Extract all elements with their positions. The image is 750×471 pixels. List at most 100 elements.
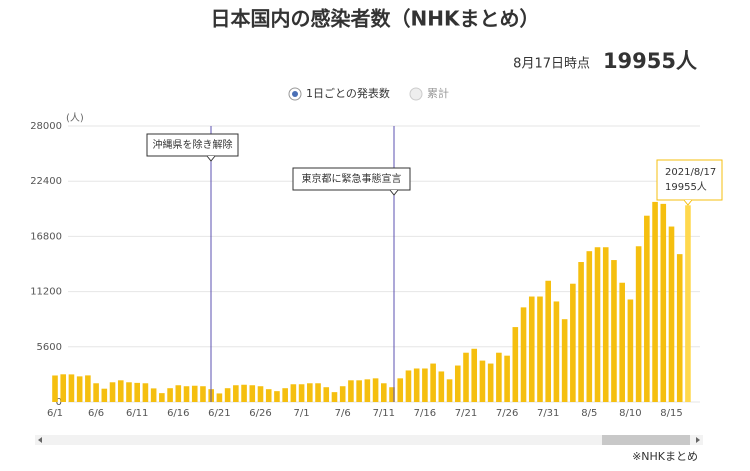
bar (594, 247, 601, 402)
bar (224, 388, 231, 402)
bar (60, 374, 67, 402)
bar (471, 348, 478, 402)
bar (159, 393, 165, 402)
radio-daily[interactable]: 1日ごとの発表数 (288, 86, 390, 101)
x-tick-label: 6/16 (167, 408, 189, 419)
bar (676, 254, 683, 402)
bar (438, 371, 445, 402)
annotation-text: 東京都に緊急事態宣言 (302, 172, 402, 185)
x-tick-label: 6/21 (208, 408, 230, 419)
scroll-track[interactable] (35, 435, 703, 445)
bar (265, 389, 272, 402)
bar (504, 355, 510, 402)
bar (290, 384, 297, 402)
bar (200, 386, 206, 402)
bar (109, 382, 116, 402)
bar (685, 205, 691, 402)
bar (537, 296, 543, 402)
bar (454, 365, 461, 402)
radio-dot (292, 91, 298, 97)
bar (298, 384, 305, 402)
bar (175, 385, 182, 402)
bar (528, 296, 535, 402)
radio-label: 1日ごとの発表数 (306, 86, 390, 100)
bar (241, 384, 247, 402)
bar (315, 383, 321, 402)
bar (446, 379, 453, 402)
bar (142, 383, 149, 402)
as-of: 8月17日時点 (513, 57, 590, 72)
x-tick-label: 6/1 (47, 408, 63, 419)
bar (331, 392, 338, 402)
x-tick-label: 8/15 (660, 408, 682, 419)
bar (389, 387, 395, 402)
tooltip-date: 2021/8/17 (665, 167, 716, 178)
annotation-text: 沖縄県を除き解除 (153, 138, 233, 151)
bar (233, 385, 239, 402)
x-tick-label: 6/6 (88, 408, 104, 419)
bar (627, 299, 634, 402)
y-tick-label: 28000 (30, 121, 62, 132)
annotation-pointer (206, 155, 216, 162)
bar (586, 251, 593, 402)
bar (101, 388, 108, 402)
tooltip-box (656, 159, 723, 201)
bar (479, 360, 486, 402)
tooltip-value: 19955人 (665, 181, 707, 193)
bar (348, 380, 354, 402)
x-tick-label: 7/31 (537, 408, 559, 419)
tooltip-pointer (683, 199, 693, 206)
bar (635, 246, 642, 402)
bar (668, 226, 675, 402)
bar (323, 387, 330, 402)
bar (553, 301, 560, 402)
x-tick-label: 8/5 (581, 408, 597, 419)
x-tick-label: 7/1 (294, 408, 310, 419)
bar (257, 386, 264, 402)
bar (578, 262, 584, 402)
bar (356, 380, 362, 402)
x-tick-label: 7/11 (373, 408, 395, 419)
y-tick-label: 22400 (30, 176, 62, 187)
scroll-left[interactable] (38, 437, 42, 443)
bar (487, 363, 494, 402)
annotation-pointer (389, 189, 399, 196)
bar (545, 280, 551, 402)
bar (413, 368, 420, 402)
bar (611, 260, 617, 402)
bar (134, 382, 140, 402)
bar (167, 388, 173, 402)
bar (307, 383, 313, 402)
bar (619, 282, 625, 402)
bar (93, 383, 99, 402)
bar (68, 374, 75, 402)
y-tick-label: 5600 (37, 342, 62, 353)
bar (282, 388, 288, 402)
y-tick-label: 11200 (30, 287, 62, 298)
bar (397, 378, 404, 402)
radio-label: 累計 (427, 86, 449, 100)
bar (430, 363, 436, 402)
radio[interactable] (409, 87, 423, 101)
bar (652, 201, 658, 402)
bar (117, 380, 124, 402)
source: ※NHKまとめ (632, 450, 698, 463)
latest-value: 19955人 (603, 49, 697, 73)
x-tick-label: 7/21 (455, 408, 477, 419)
bar (52, 375, 58, 402)
scroll-thumb[interactable] (602, 435, 690, 445)
bar (520, 307, 527, 402)
bar (381, 383, 387, 402)
radio-total[interactable]: 累計 (409, 86, 449, 101)
bar (191, 385, 198, 402)
scrollbar[interactable] (35, 435, 703, 445)
x-tick-label: 6/26 (249, 408, 271, 419)
x-tick-label: 8/10 (619, 408, 641, 419)
bar (126, 382, 132, 402)
chart-title: 日本国内の感染者数（NHKまとめ） (211, 7, 540, 31)
bar (463, 352, 469, 402)
scroll-right[interactable] (696, 437, 700, 443)
y-tick-label: 0 (56, 397, 62, 408)
bar (602, 247, 609, 402)
